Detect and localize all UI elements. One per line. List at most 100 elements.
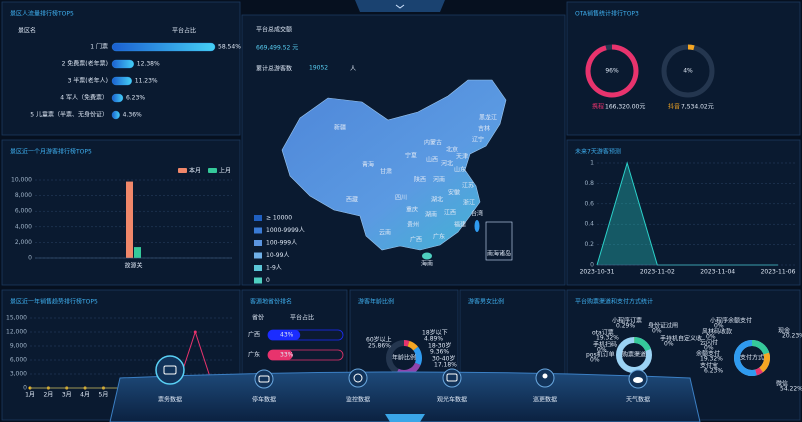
region-labels: 新疆 西藏 青海 甘肃 内蒙古 黑龙江 吉林 辽宁 北京 天津 河北 山西 山东… — [334, 114, 511, 268]
value-label: 33% — [280, 352, 294, 359]
total-label: 平台总成交额 — [256, 26, 292, 34]
region-label: 河北 — [441, 160, 453, 168]
x-tick-label: 2023-11-02 — [640, 269, 675, 276]
ring-value: 4% — [683, 68, 693, 75]
x-tick-label: 故源关 — [124, 262, 142, 270]
nav-icon-glyph — [542, 373, 548, 379]
region-label: 河南 — [433, 176, 445, 184]
total-value: 669,499.52 元 — [256, 45, 298, 52]
category-label: 1 门票 — [90, 43, 108, 51]
bar — [111, 110, 120, 120]
value-label: 6.23% — [126, 95, 145, 102]
category-label: 广东 — [248, 351, 260, 359]
ring-value: 96% — [605, 68, 619, 75]
slice-value: 0% — [714, 323, 724, 330]
ring-arc — [407, 340, 419, 351]
point — [193, 330, 197, 334]
column-header: 平台占比 — [172, 27, 196, 35]
slice-value: 0% — [597, 347, 607, 354]
y-tick-label: 0 — [590, 262, 594, 269]
value-label: 12.38% — [137, 61, 160, 68]
slice-name: 余额支付 — [696, 350, 720, 358]
map-shape — [281, 79, 507, 251]
slice-name: 18岁以下 — [422, 329, 448, 337]
category-label: 广西 — [248, 331, 260, 339]
nav-label[interactable]: 监控数据 — [346, 396, 370, 404]
visitors-value: 19052 — [309, 65, 328, 72]
source-amount: 166,320.00元 — [605, 104, 645, 111]
y-tick-label: 12,000 — [6, 329, 27, 336]
nav-icon[interactable] — [348, 368, 368, 388]
region-label: 吉林 — [478, 125, 490, 133]
legend-swatch — [254, 240, 262, 246]
slice-value: 0% — [706, 334, 716, 341]
nav-label[interactable]: 票务数据 — [158, 396, 182, 404]
legend-label: 0 — [266, 277, 270, 284]
nav-item[interactable]: 票务数据 — [155, 355, 185, 404]
region-label: 山西 — [426, 156, 438, 164]
region-label: 北京 — [446, 146, 458, 154]
y-tick-label: 2,000 — [15, 239, 32, 246]
bottom-tab — [385, 414, 425, 422]
nav-item[interactable]: 停车数据 — [252, 369, 276, 404]
slice-name: 云闪付 — [700, 339, 718, 347]
slice-value: 54.22% — [780, 386, 802, 393]
nav-item[interactable]: 观光车数据 — [437, 368, 467, 404]
value-label: 43% — [280, 332, 294, 339]
region-label: 宁夏 — [405, 152, 417, 160]
ring-arc — [687, 44, 695, 51]
category-label: 5 儿童票（半票、无身份证） — [30, 111, 108, 119]
y-tick-label: 0.6 — [584, 200, 594, 207]
nav-item[interactable]: 巡更数据 — [533, 368, 557, 404]
slice-name: 手持机自定义收 — [660, 335, 702, 343]
region-label: 广西 — [410, 236, 422, 244]
y-tick-label: 0.8 — [584, 180, 594, 187]
region-label: 贵州 — [407, 221, 419, 229]
region-label: 西藏 — [346, 196, 358, 204]
slice-name: 手机扫码 — [593, 341, 617, 349]
legend-swatch — [178, 168, 187, 173]
progress-bar — [268, 350, 293, 360]
nav-label[interactable]: 观光车数据 — [437, 396, 467, 404]
nav-icon[interactable] — [155, 355, 185, 385]
slice-value: 6.23% — [704, 368, 723, 375]
slice-name: 18-30岁 — [428, 342, 451, 350]
category-label: 3 半票(老年人) — [68, 77, 108, 85]
slice-name: ota订票 — [592, 330, 614, 337]
nav-icon-glyph — [258, 375, 270, 383]
legend-swatch — [254, 215, 262, 221]
ring-arc — [759, 352, 770, 373]
x-tick-label: 2023-11-04 — [700, 269, 735, 276]
nav-icon-glyph — [353, 373, 363, 383]
y-tick-label: 8,000 — [15, 192, 32, 199]
source-name: 携程 — [592, 103, 604, 111]
nav-icon[interactable] — [442, 368, 462, 388]
nav-icon[interactable] — [254, 369, 274, 389]
y-tick-label: 6,000 — [10, 357, 27, 364]
map: 平台总成交额 669,499.52 元 累计总游客数 19052 人 新疆 西藏… — [256, 26, 513, 268]
ring-arc — [413, 346, 422, 366]
source-amount: 7,534.02元 — [681, 104, 714, 111]
y-tick-label: 3,000 — [10, 371, 27, 378]
y-tick-label: 4,000 — [15, 223, 32, 230]
panel-title: 客源地省份排名 — [250, 298, 292, 306]
region-label: 云南 — [379, 229, 391, 237]
ring-center: 年龄比例 — [392, 354, 416, 362]
slice-value: 0% — [590, 357, 600, 364]
panel — [566, 139, 801, 286]
nav-item[interactable]: 监控数据 — [346, 368, 370, 404]
x-tick-label: 3月 — [62, 392, 72, 399]
nav-label[interactable]: 天气数据 — [626, 396, 650, 404]
legend-label: ≥ 10000 — [266, 215, 292, 222]
nav-label[interactable]: 巡更数据 — [533, 396, 557, 404]
nav-item[interactable]: 天气数据 — [626, 369, 650, 404]
panel-title: 平台购票渠道和支付方式统计 — [575, 298, 653, 306]
y-tick-label: 0 — [28, 255, 32, 262]
nav-label[interactable]: 停车数据 — [252, 396, 276, 404]
panel-title: OTA销售统计排行TOP3 — [575, 10, 639, 18]
map-island — [474, 220, 480, 232]
legend-label: 10-99人 — [266, 252, 289, 259]
panel-title: 游客男女比例 — [468, 298, 504, 306]
inset-box — [485, 221, 513, 261]
ring-arc — [585, 44, 639, 98]
